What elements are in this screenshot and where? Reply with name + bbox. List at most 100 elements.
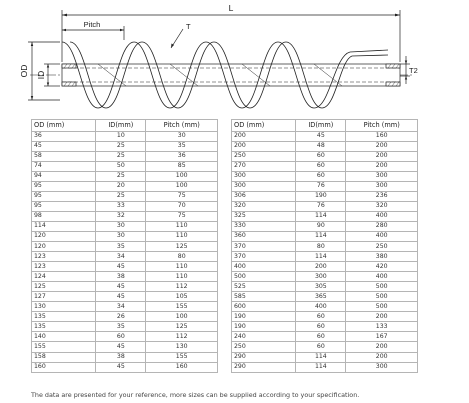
cell-id: 45 <box>95 281 147 293</box>
cell-pitch: 110 <box>145 261 218 273</box>
cell-id: 25 <box>95 170 147 182</box>
cell-od: 600 <box>230 301 297 313</box>
header-id: ID(mm) <box>95 119 147 132</box>
cell-id: 32 <box>95 210 147 222</box>
cell-od: 370 <box>230 241 297 253</box>
cell-od: 290 <box>230 361 297 373</box>
table-row: 300 60 300 <box>230 170 418 182</box>
cell-id: 60 <box>295 170 347 182</box>
table-row: 95 20 100 <box>30 180 218 192</box>
table-row: 500 300 400 <box>230 271 418 283</box>
thickness-label: T <box>186 22 191 31</box>
cell-pitch: 133 <box>345 321 418 333</box>
table-body-right: 200 45 160 200 48 200 250 60 200 270 60 200 300 60 300… <box>230 130 418 373</box>
table-row: 370 80 250 <box>230 241 418 253</box>
table-row: 36 10 30 <box>30 130 218 142</box>
cell-pitch: 105 <box>145 291 218 303</box>
table-row: 200 45 160 <box>230 130 418 142</box>
cell-pitch: 500 <box>345 291 418 303</box>
table-row: 270 60 200 <box>230 160 418 172</box>
spec-table-right: OD (mm) ID(mm) Pitch (mm) 200 45 160 200 48 2… <box>230 119 418 373</box>
cell-id: 25 <box>95 140 147 152</box>
cell-id: 34 <box>95 251 147 263</box>
table-row: 330 90 280 <box>230 220 418 232</box>
cell-pitch: 85 <box>145 160 218 172</box>
cell-od: 135 <box>30 321 97 333</box>
cell-id: 190 <box>295 190 347 202</box>
cell-od: 290 <box>230 351 297 363</box>
cell-id: 76 <box>295 180 347 192</box>
table-row: 94 25 100 <box>30 170 218 182</box>
cell-pitch: 70 <box>145 200 218 212</box>
cell-od: 306 <box>230 190 297 202</box>
cell-od: 155 <box>30 341 97 353</box>
cell-od: 270 <box>230 160 297 172</box>
cell-od: 500 <box>230 271 297 283</box>
cell-id: 38 <box>95 351 147 363</box>
cell-od: 95 <box>30 190 97 202</box>
shaft-end-right <box>385 63 401 87</box>
table-row: 325 114 400 <box>230 210 418 222</box>
cell-od: 98 <box>30 210 97 222</box>
table-row: 95 25 75 <box>30 190 218 202</box>
table-row: 125 45 112 <box>30 281 218 293</box>
cell-pitch: 160 <box>145 361 218 373</box>
cell-pitch: 400 <box>345 271 418 283</box>
cell-od: 360 <box>230 230 297 243</box>
cell-id: 305 <box>295 281 347 293</box>
cell-id: 38 <box>95 271 147 283</box>
cell-pitch: 100 <box>145 170 218 182</box>
cell-pitch: 236 <box>345 190 418 202</box>
table-row: 74 50 85 <box>30 160 218 172</box>
header-od: OD (mm) <box>230 119 297 132</box>
cell-id: 45 <box>95 341 147 353</box>
table-row: 290 114 300 <box>230 361 418 373</box>
cell-pitch: 400 <box>345 210 418 222</box>
cell-id: 26 <box>95 311 147 323</box>
cell-pitch: 300 <box>345 361 418 373</box>
cell-id: 114 <box>295 251 347 263</box>
cell-pitch: 250 <box>345 241 418 253</box>
header-od: OD (mm) <box>30 119 97 132</box>
table-body-left: 36 10 30 45 25 35 58 25 36 74 50 85 94 25 100 95 20 100 95… <box>30 130 218 373</box>
cell-od: 94 <box>30 170 97 182</box>
spec-table-left: OD (mm) ID(mm) Pitch (mm) 36 10 30 45 25 35 58… <box>30 119 218 373</box>
table-row: 123 45 110 <box>30 261 218 273</box>
cell-od: 123 <box>30 251 97 263</box>
cell-pitch: 75 <box>145 190 218 202</box>
cell-pitch: 420 <box>345 261 418 273</box>
length-label: L <box>229 3 234 13</box>
cell-od: 135 <box>30 311 97 323</box>
cell-od: 95 <box>30 180 97 192</box>
cell-id: 35 <box>95 241 147 253</box>
table-row: 240 60 167 <box>230 331 418 343</box>
table-row: 190 60 200 <box>230 311 418 323</box>
cell-od: 330 <box>230 220 297 232</box>
cell-id: 200 <box>295 261 347 273</box>
table-row: 400 200 420 <box>230 261 418 273</box>
cell-id: 45 <box>295 130 347 142</box>
cell-id: 60 <box>295 341 347 353</box>
table-row: 95 33 70 <box>30 200 218 212</box>
table-row: 124 38 110 <box>30 271 218 283</box>
table-row: 585 365 500 <box>230 291 418 303</box>
cell-od: 58 <box>30 150 97 162</box>
cell-od: 300 <box>230 180 297 192</box>
cell-pitch: 155 <box>145 351 218 363</box>
cell-pitch: 200 <box>345 341 418 353</box>
cell-id: 48 <box>295 140 347 152</box>
cell-pitch: 300 <box>345 180 418 192</box>
cell-od: 130 <box>30 301 97 313</box>
cell-pitch: 35 <box>145 140 218 152</box>
table-row: 190 60 133 <box>230 321 418 333</box>
cell-pitch: 160 <box>345 130 418 142</box>
cell-pitch: 36 <box>145 150 218 162</box>
cell-od: 370 <box>230 251 297 263</box>
table-row: 158 38 155 <box>30 351 218 363</box>
cell-id: 10 <box>95 130 147 142</box>
cell-id: 365 <box>295 291 347 303</box>
table-row: 250 60 200 <box>230 341 418 353</box>
cell-pitch: 75 <box>145 210 218 222</box>
cell-id: 114 <box>295 230 347 243</box>
table-header-row: OD (mm) ID(mm) Pitch (mm) <box>230 119 418 132</box>
